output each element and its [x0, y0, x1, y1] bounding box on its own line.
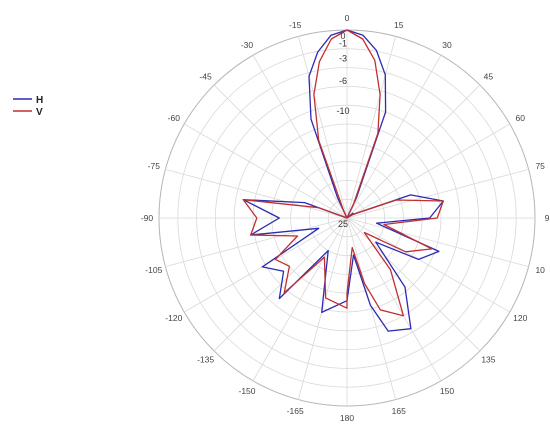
grid-spoke [252, 54, 348, 219]
grid-spoke [346, 217, 397, 400]
radial-tick-label: -6 [339, 76, 347, 86]
angle-tick-label: -120 [165, 313, 182, 323]
angle-tick-label: 0 [345, 13, 350, 23]
angle-tick-label: -165 [287, 406, 304, 416]
grid-spoke [346, 36, 397, 219]
grid-spoke [297, 36, 348, 219]
angle-tick-label: 135 [481, 354, 495, 364]
grid-spoke [165, 168, 348, 219]
grid-spoke [346, 217, 481, 352]
angle-tick-label: 9 [545, 213, 550, 223]
legend-label-v: V [36, 107, 43, 118]
grid-spoke [346, 123, 511, 219]
tick-labels: 01530456075910120135150165180-165-150-13… [141, 13, 550, 423]
angle-tick-label: -150 [238, 386, 255, 396]
grid-spoke [252, 217, 348, 382]
legend-label-h: H [36, 95, 43, 106]
angle-tick-label: 180 [340, 413, 354, 423]
grid-spoke [346, 168, 529, 219]
grid-spoke [346, 217, 529, 268]
angle-tick-label: -90 [141, 213, 154, 223]
angle-tick-label: 30 [442, 40, 452, 50]
angle-tick-label: 60 [515, 113, 525, 123]
angle-tick-label: -30 [241, 40, 254, 50]
legend: HV [10, 90, 52, 128]
series-line-h [242, 29, 444, 332]
radial-tick-label: 25 [338, 219, 348, 229]
angle-tick-label: -135 [197, 354, 214, 364]
grid-spoke [183, 123, 348, 219]
grid-spoke [165, 217, 348, 268]
legend-box [10, 90, 52, 128]
grid-spoke [346, 217, 442, 382]
angle-tick-label: -15 [289, 20, 302, 30]
grid-spoke [213, 217, 348, 352]
angle-tick-label: 150 [440, 386, 454, 396]
angle-tick-label: -105 [145, 265, 162, 275]
radial-tick-label: -1 [339, 39, 347, 49]
grid-spoke [346, 217, 511, 313]
angle-tick-label: -60 [168, 113, 181, 123]
angle-tick-label: 165 [392, 406, 406, 416]
grid-spoke [346, 84, 481, 219]
series-layer [242, 29, 444, 332]
angle-tick-label: 15 [394, 20, 404, 30]
angle-tick-label: -45 [199, 72, 212, 82]
radial-tick-label: 0 [340, 31, 345, 41]
angle-tick-label: 10 [535, 265, 545, 275]
angle-tick-label: -75 [148, 161, 161, 171]
angle-tick-label: 75 [535, 161, 545, 171]
angle-tick-label: 120 [513, 313, 527, 323]
radial-tick-label: -3 [339, 54, 347, 64]
grid-spoke [213, 84, 348, 219]
angle-tick-label: 45 [484, 72, 494, 82]
grid-spoke [346, 54, 442, 219]
series-line-v [242, 29, 444, 317]
radial-tick-label: -10 [336, 106, 349, 116]
